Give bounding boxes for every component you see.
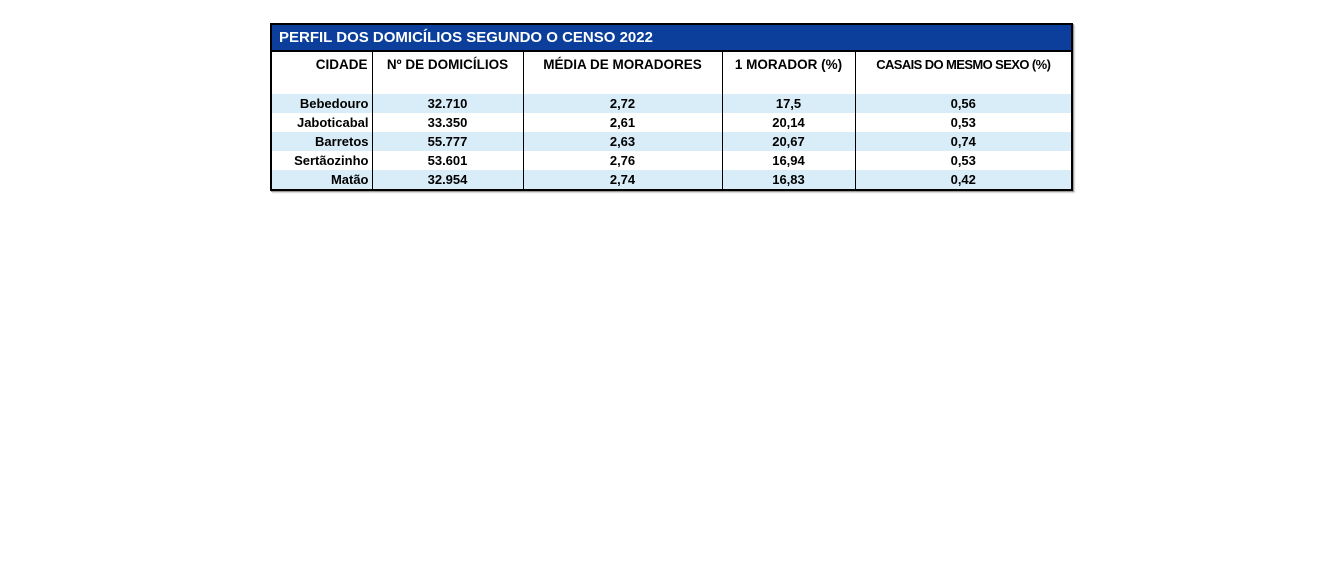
cell-um-morador-pct: 20,67 bbox=[721, 132, 855, 151]
cell-media-moradores: 2,72 bbox=[522, 94, 722, 113]
census-table: PERFIL DOS DOMICÍLIOS SEGUNDO O CENSO 20… bbox=[270, 23, 1073, 191]
column-header-cidade: CIDADE bbox=[272, 52, 372, 76]
cell-domicilios: 32.954 bbox=[371, 170, 523, 189]
column-header-media-moradores: MÉDIA DE MORADORES bbox=[522, 52, 722, 76]
cell-domicilios: 55.777 bbox=[371, 132, 523, 151]
spacer-row bbox=[272, 76, 1071, 94]
spacer-cell bbox=[272, 76, 372, 94]
cell-casais-pct: 0,53 bbox=[854, 151, 1071, 170]
table-row-jaboticabal: Jaboticabal 33.350 2,61 20,14 0,53 bbox=[272, 113, 1071, 132]
cell-media-moradores: 2,76 bbox=[522, 151, 722, 170]
cell-media-moradores: 2,61 bbox=[522, 113, 722, 132]
column-header-row: CIDADE Nº DE DOMICÍLIOS MÉDIA DE MORADOR… bbox=[272, 52, 1071, 76]
census-data-grid: CIDADE Nº DE DOMICÍLIOS MÉDIA DE MORADOR… bbox=[272, 52, 1071, 189]
column-header-um-morador: 1 MORADOR (%) bbox=[721, 52, 855, 76]
spacer-cell bbox=[721, 76, 855, 94]
table-row-matao: Matão 32.954 2,74 16,83 0,42 bbox=[272, 170, 1071, 189]
cell-um-morador-pct: 16,83 bbox=[721, 170, 855, 189]
cell-domicilios: 32.710 bbox=[371, 94, 523, 113]
cell-domicilios: 33.350 bbox=[371, 113, 523, 132]
spacer-cell bbox=[854, 76, 1071, 94]
row-label-city: Sertãozinho bbox=[272, 151, 372, 170]
cell-domicilios: 53.601 bbox=[371, 151, 523, 170]
cell-casais-pct: 0,74 bbox=[854, 132, 1071, 151]
spacer-cell bbox=[371, 76, 523, 94]
table-row-sertaozinho: Sertãozinho 53.601 2,76 16,94 0,53 bbox=[272, 151, 1071, 170]
table-row-bebedouro: Bebedouro 32.710 2,72 17,5 0,56 bbox=[272, 94, 1071, 113]
cell-casais-pct: 0,42 bbox=[854, 170, 1071, 189]
table-title: PERFIL DOS DOMICÍLIOS SEGUNDO O CENSO 20… bbox=[272, 25, 1071, 52]
cell-um-morador-pct: 17,5 bbox=[721, 94, 855, 113]
cell-media-moradores: 2,74 bbox=[522, 170, 722, 189]
row-label-city: Barretos bbox=[272, 132, 372, 151]
table-row-barretos: Barretos 55.777 2,63 20,67 0,74 bbox=[272, 132, 1071, 151]
cell-um-morador-pct: 20,14 bbox=[721, 113, 855, 132]
cell-um-morador-pct: 16,94 bbox=[721, 151, 855, 170]
row-label-city: Jaboticabal bbox=[272, 113, 372, 132]
column-header-num-domicilios: Nº DE DOMICÍLIOS bbox=[371, 52, 523, 76]
row-label-city: Matão bbox=[272, 170, 372, 189]
row-label-city: Bebedouro bbox=[272, 94, 372, 113]
cell-media-moradores: 2,63 bbox=[522, 132, 722, 151]
spacer-cell bbox=[522, 76, 722, 94]
cell-casais-pct: 0,53 bbox=[854, 113, 1071, 132]
cell-casais-pct: 0,56 bbox=[854, 94, 1071, 113]
column-header-casais-mesmo-sexo: CASAIS DO MESMO SEXO (%) bbox=[854, 52, 1071, 76]
